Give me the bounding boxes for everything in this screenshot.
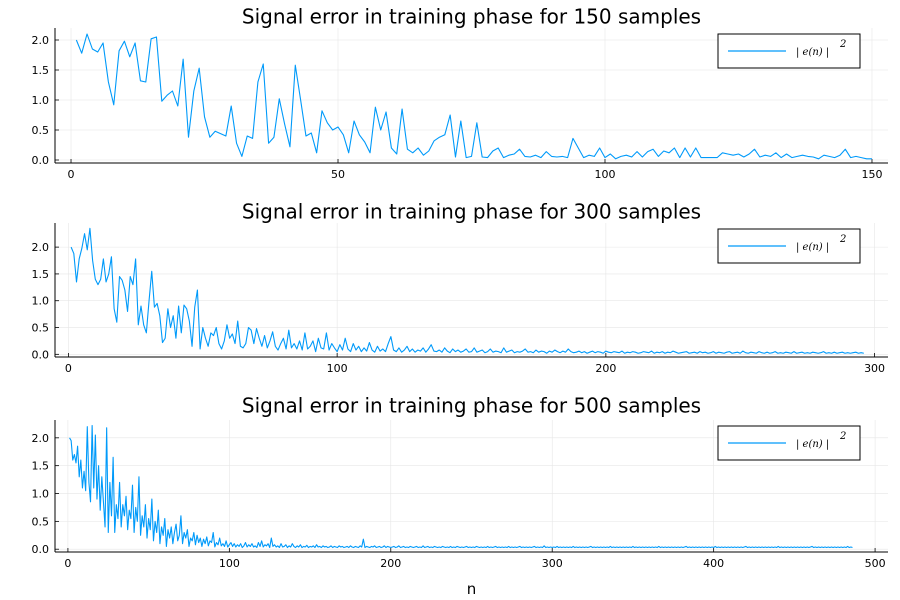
legend-label: | e(n) | [796,47,829,58]
y-tick-label: 0.0 [32,154,50,167]
series-line [69,425,853,549]
legend: | e(n) | 2 [717,425,861,461]
x-tick-label: 200 [380,557,401,570]
x-tick-label: 300 [864,362,885,375]
chart-title: Signal error in training phase for 150 s… [242,5,701,29]
x-tick-label: 500 [865,557,886,570]
x-tick-label: 300 [542,557,563,570]
y-tick-label: 1.5 [32,64,50,77]
y-tick-label: 1.0 [32,488,50,501]
x-tick-label: 200 [595,362,616,375]
series-line [75,33,872,160]
legend-label-superscript: 2 [839,234,846,245]
y-tick-label: 2.0 [32,241,50,254]
x-tick-label: 100 [219,557,240,570]
x-tick-label: 400 [703,557,724,570]
legend-label: | e(n) | [796,439,829,450]
y-tick-label: 2.0 [32,432,50,445]
chart-panel-1: Signal error in training phase for 150 s… [32,5,888,181]
legend-label-superscript: 2 [839,39,846,50]
x-tick-label: 100 [327,362,348,375]
y-tick-label: 0.0 [32,543,50,556]
x-tick-label: 50 [331,168,345,181]
y-tick-label: 1.5 [32,460,50,473]
x-tick-label: 150 [861,168,882,181]
y-tick-label: 0.5 [32,515,50,528]
x-tick-label: 100 [594,168,615,181]
chart-panel-2: Signal error in training phase for 300 s… [32,200,888,375]
y-tick-label: 1.0 [32,295,50,308]
series-line [70,227,864,354]
y-tick-label: 0.5 [32,322,50,335]
x-axis-label: n [467,580,477,598]
legend-label: | e(n) | [796,242,829,253]
legend: | e(n) | 2 [717,33,861,69]
legend: | e(n) | 2 [717,228,861,264]
y-tick-label: 0.0 [32,348,50,361]
chart-panel-3: Signal error in training phase for 500 s… [32,394,888,598]
x-tick-label: 0 [68,168,75,181]
y-tick-label: 0.5 [32,124,50,137]
y-tick-label: 1.0 [32,94,50,107]
y-tick-label: 1.5 [32,268,50,281]
legend-label-superscript: 2 [839,431,846,442]
x-tick-label: 0 [64,557,71,570]
y-tick-label: 2.0 [32,34,50,47]
chart-title: Signal error in training phase for 500 s… [242,394,701,418]
chart-title: Signal error in training phase for 300 s… [242,200,701,224]
x-tick-label: 0 [65,362,72,375]
